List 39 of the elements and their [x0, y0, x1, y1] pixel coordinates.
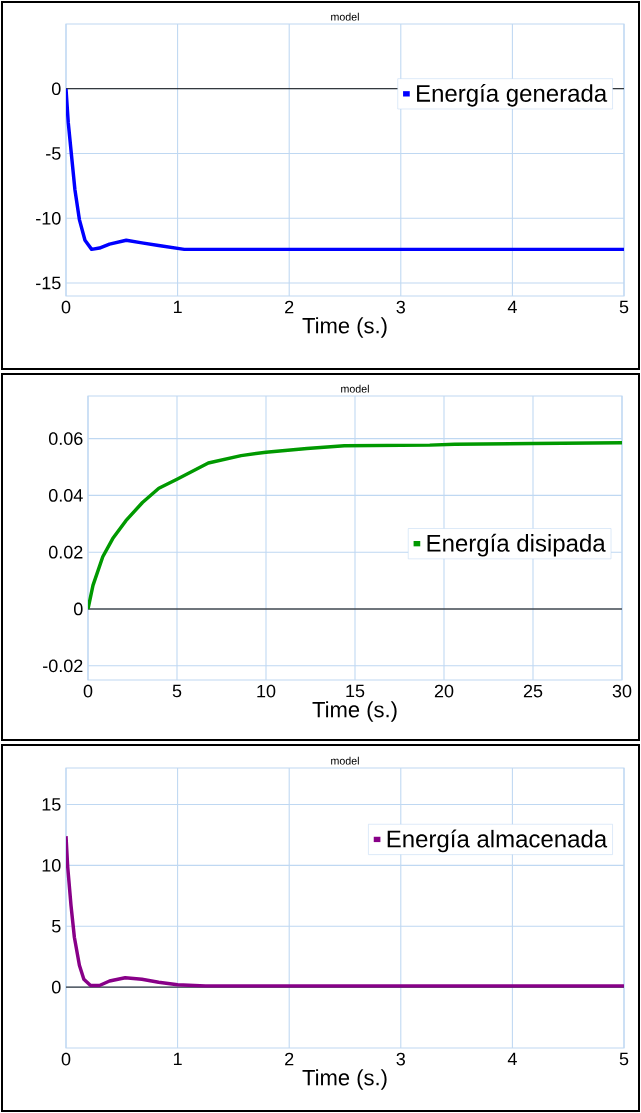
- y-tick-label: 0.06: [48, 432, 83, 445]
- x-tick-label: 2: [285, 300, 294, 314]
- legend-label: Energía almacenada: [387, 829, 608, 853]
- x-tick-label: 5: [172, 684, 182, 698]
- y-tick-label: 10: [42, 859, 61, 872]
- x-tick-label: 15: [346, 684, 365, 698]
- y-tick-label: -15: [36, 276, 61, 290]
- x-tick-label: 3: [396, 300, 406, 314]
- y-tick-label: -5: [46, 147, 61, 160]
- x-tick-label: 20: [434, 684, 454, 698]
- x-tick-label: 10: [257, 684, 276, 698]
- x-axis-title: Time (s.): [302, 317, 387, 338]
- x-tick-label: 4: [507, 300, 517, 314]
- y-tick-label: 0: [51, 82, 61, 96]
- x-tick-label: 5: [619, 300, 629, 314]
- y-tick-label: 0: [73, 602, 83, 616]
- x-tick-label: 4: [507, 1052, 517, 1066]
- x-tick-label: 5: [619, 1052, 629, 1066]
- x-tick-label: 0: [83, 684, 93, 698]
- x-tick-label: 2: [285, 1052, 294, 1066]
- legend-label: Energía generada: [417, 84, 608, 107]
- y-tick-label: -10: [36, 211, 61, 225]
- x-axis-title: Time (s.): [302, 1069, 387, 1090]
- chart-title: model: [331, 756, 359, 765]
- x-tick-label: 25: [523, 684, 543, 698]
- y-tick-label: 0.04: [48, 489, 83, 502]
- y-tick-label: 0: [51, 980, 61, 994]
- y-tick-label: -0.02: [43, 659, 83, 673]
- y-tick-label: 15: [42, 798, 61, 811]
- legend-label: Energía disipada: [427, 533, 606, 557]
- x-tick-label: 1: [173, 300, 182, 314]
- x-tick-label: 3: [396, 1052, 406, 1066]
- chart-title: model: [331, 12, 359, 21]
- x-axis-title: Time (s.): [312, 701, 397, 722]
- y-tick-label: 0.02: [48, 545, 83, 559]
- x-tick-label: 1: [173, 1052, 182, 1066]
- x-tick-label: 30: [612, 684, 632, 698]
- y-tick-label: 5: [51, 919, 61, 933]
- chart-title: model: [341, 384, 369, 393]
